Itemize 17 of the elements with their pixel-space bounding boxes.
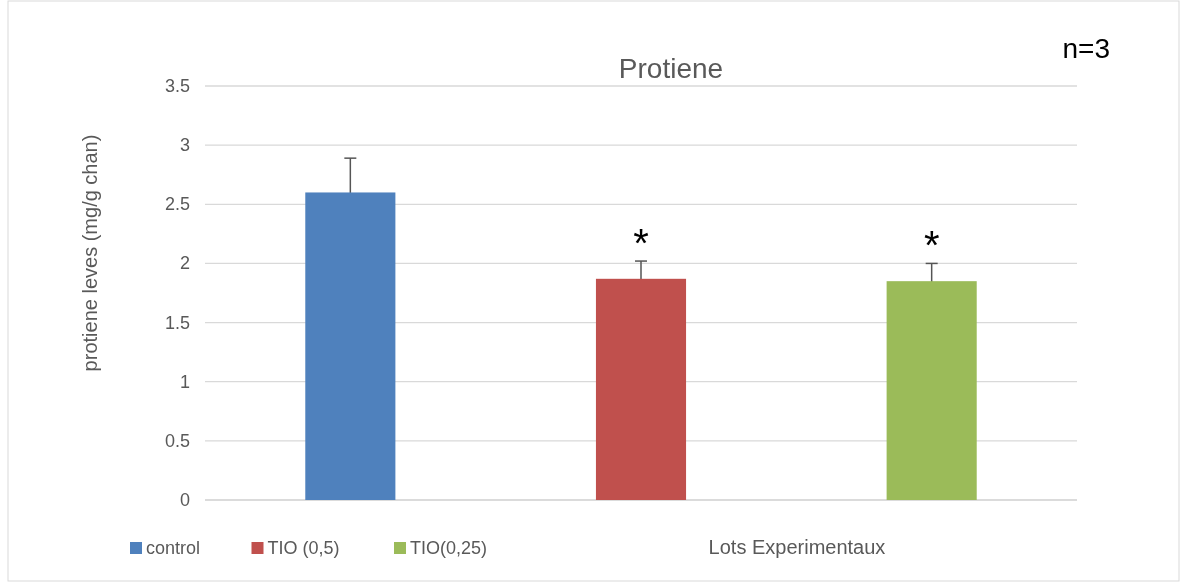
x-axis-title: Lots Experimentaux <box>708 536 886 558</box>
data-label: * <box>633 221 649 266</box>
y-axis-title: protiene leves (mg/g chan) <box>79 134 101 372</box>
y-tick-label: 3.5 <box>164 76 190 96</box>
y-tick-label: 2 <box>179 253 190 274</box>
y-tick-label: 2.5 <box>164 194 190 215</box>
chart-title: Protiene <box>618 53 724 84</box>
text: n=3 <box>1062 33 1110 64</box>
y-tick-label: 1 <box>179 371 190 392</box>
data-label: * <box>923 223 940 268</box>
y-tick-label: 0 <box>179 490 190 510</box>
y-tick-label: 3 <box>179 135 190 156</box>
legend-label: TIO (0,5) <box>267 538 340 558</box>
legend-label: TIO(0,25) <box>410 538 488 558</box>
legend-label: control <box>146 538 201 558</box>
y-tick-label: 0.5 <box>164 430 190 451</box>
y-tick-label: 1.5 <box>164 312 190 333</box>
